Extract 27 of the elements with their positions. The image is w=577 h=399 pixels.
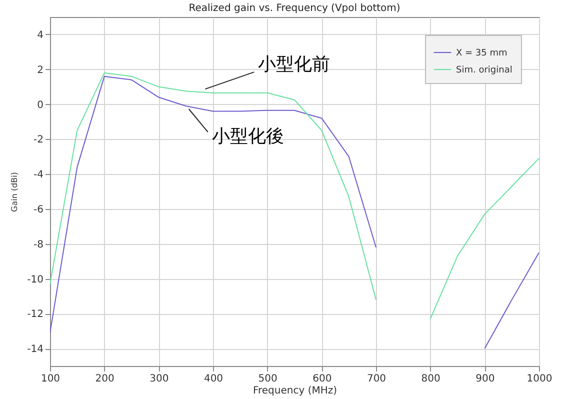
x-tick-label: 900 <box>476 374 495 384</box>
y-tick-label: -2 <box>34 134 44 146</box>
x-tick-label: 800 <box>421 374 440 384</box>
chart-title: Realized gain vs. Frequency (Vpol bottom) <box>188 3 400 14</box>
annotation: 小型化後 <box>212 126 284 147</box>
annotation: 小型化前 <box>258 54 330 76</box>
legend-label: X = 35 mm <box>456 48 508 58</box>
y-tick-label: -8 <box>34 239 44 250</box>
y-tick-label: 0 <box>37 100 44 111</box>
y-tick-label: 4 <box>37 30 44 41</box>
x-tick-label: 500 <box>258 374 278 384</box>
x-tick-label: 1000 <box>526 374 552 384</box>
y-axis-title: Gain (dBi) <box>10 172 20 212</box>
y-tick-label: -4 <box>34 170 44 181</box>
x-tick-label: 700 <box>366 374 386 384</box>
y-tick-label: -14 <box>27 344 44 356</box>
x-axis-title: Frequency (MHz) <box>252 386 338 396</box>
x-tick-label: 100 <box>40 374 60 384</box>
x-tick-label: 400 <box>204 374 224 384</box>
x-tick-label: 200 <box>95 374 114 384</box>
y-tick-label: -10 <box>27 274 44 286</box>
x-tick-label: 600 <box>312 374 332 384</box>
y-tick-label: -6 <box>34 204 44 216</box>
y-tick-label: 2 <box>37 64 44 76</box>
y-tick-label: -12 <box>27 309 44 320</box>
legend-label: Sim. original <box>456 66 512 76</box>
x-tick-label: 300 <box>150 374 169 384</box>
